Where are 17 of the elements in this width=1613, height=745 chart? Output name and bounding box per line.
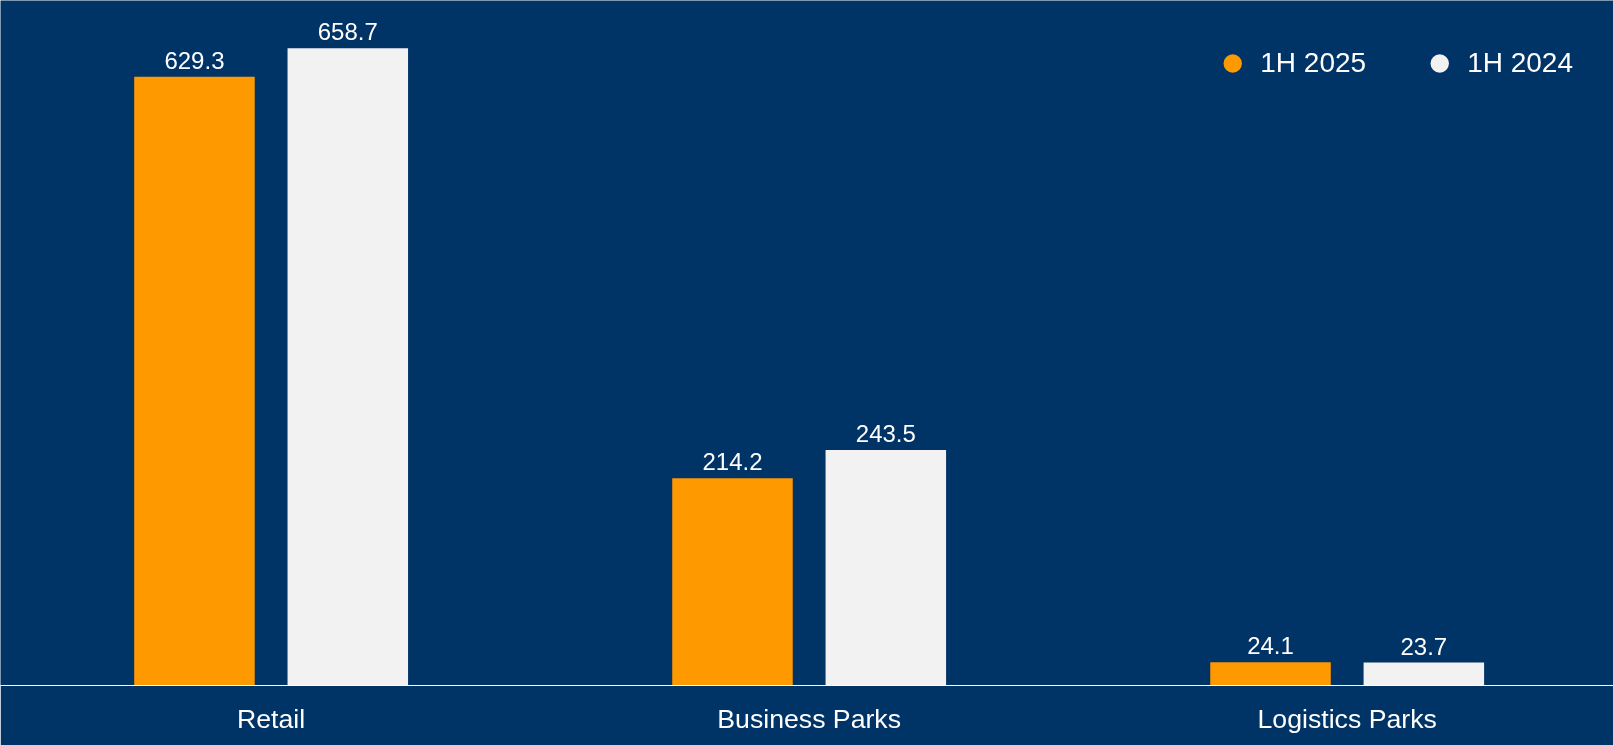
bar	[1210, 662, 1331, 686]
bar	[1363, 662, 1485, 686]
data-label: 658.7	[317, 18, 378, 46]
x-tick-label: Logistics Parks	[1257, 703, 1437, 734]
data-label: 629.3	[164, 46, 225, 74]
legend-label: 1H 2025	[1260, 47, 1367, 79]
bar	[134, 76, 255, 686]
data-label: 243.5	[855, 419, 916, 447]
bar	[672, 478, 793, 686]
x-tick-label: Business Parks	[717, 703, 902, 734]
bar	[825, 449, 947, 686]
data-label: 214.2	[702, 448, 763, 476]
legend-label: 1H 2024	[1467, 47, 1573, 79]
data-label: 24.1	[1247, 632, 1294, 660]
bar	[287, 48, 409, 686]
data-label: 23.7	[1400, 632, 1448, 660]
x-tick-label: Retail	[237, 703, 306, 734]
